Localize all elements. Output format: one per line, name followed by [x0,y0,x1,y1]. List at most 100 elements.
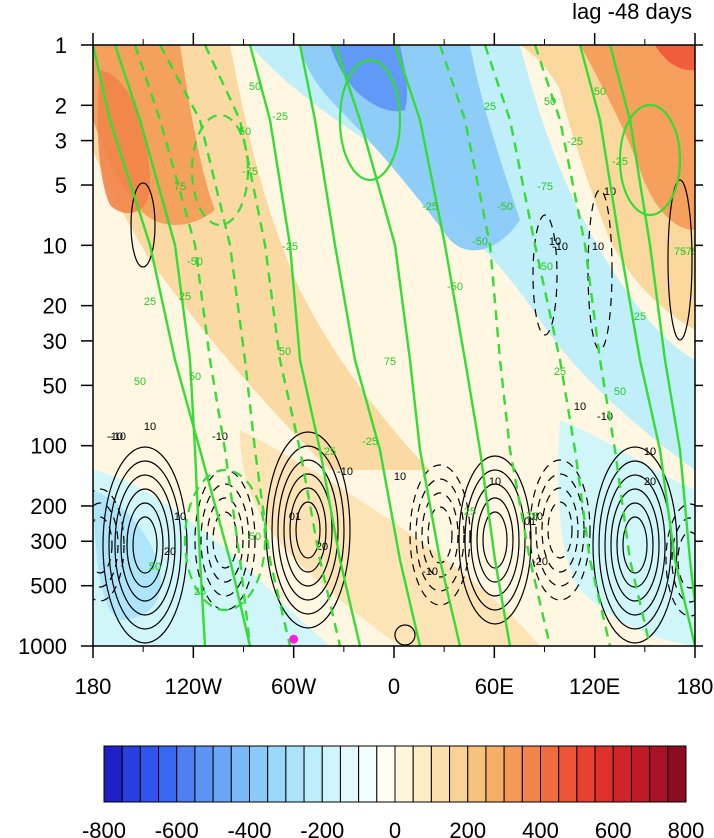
green-contour-label: -75 [682,246,698,258]
black-contour-ring [665,503,695,617]
green-contour-line [393,45,512,646]
black-contour-label: 20 [644,476,656,488]
shade-band-warm-east-core [580,45,695,230]
black-contour-ring [130,182,156,268]
x-tick-label: 120E [569,674,620,699]
colorbar-box [121,745,141,803]
colorbar-box [267,745,287,803]
green-contour-label: 75 [384,356,396,368]
shade-band-cool-center-core [300,45,520,251]
y-tick-label: 300 [30,529,67,554]
black-contour-ring [120,488,170,602]
green-contour-line [483,45,612,646]
green-contour-line [113,45,207,646]
black-contour-ring [592,446,678,644]
green-contour-label: -75 [522,511,538,523]
green-contour-line [578,45,695,646]
black-contour-ring [271,445,345,615]
black-contour-ring [604,474,666,616]
green-contour-label: -50 [447,281,463,293]
shade-band-warm-west-peak [97,70,150,214]
green-contour-label: 25 [179,291,191,303]
colorbar-box [376,745,396,803]
y-tick-label: 1 [55,33,67,58]
black-contour-ring [295,501,321,559]
y-tick-label: 50 [43,373,67,398]
colorbar-box [230,745,250,803]
green-contour-label: 50 [134,376,146,388]
black-contour-label: 10 [644,446,656,458]
black-contour-ring [677,531,695,589]
green-contour-label: -25 [272,111,288,123]
green-contour-label: 50 [239,126,251,138]
colorbar-box [649,745,669,803]
colorbar-box [303,745,323,803]
colorbar-box [103,745,123,803]
green-contour-line [93,45,252,646]
colorbar-box [667,745,687,803]
green-contour-line [158,45,292,646]
black-contour-label: 20 [316,541,328,553]
colorbar-box [285,745,305,803]
black-contour-ring [206,497,244,583]
green-contour-label: 50 [614,386,626,398]
colorbar-box [358,745,378,803]
green-contour-label: 25 [484,101,496,113]
colorbar-box [521,745,541,803]
black-contour-ring [102,446,188,644]
colorbar-tick-label: 200 [449,818,486,838]
chart-title: lag -48 days [572,0,692,24]
black-contour-ring [482,511,508,569]
green-contour-label: 50 [189,371,201,383]
green-contour-label: 50 [279,346,291,358]
green-contour-label: 50 [249,531,261,543]
colorbar-box [558,745,578,803]
black-contour-ring [667,179,693,341]
colorbar-box [249,745,269,803]
colorbar-box [594,745,614,803]
green-contour-line [248,45,362,646]
black-contour-label: 10 [174,511,186,523]
y-tick-label: 30 [43,329,67,354]
shaded-field [93,45,695,646]
black-contour-ring [470,483,520,597]
green-contour-loop [183,468,267,612]
black-contour-label: 10 [394,471,406,483]
colorbar-tick-label: -400 [227,818,271,838]
black-contour-ring [541,487,579,573]
colorbar-box [485,745,505,803]
green-contour-label: 25 [464,506,476,518]
black-contour-ring [126,502,164,588]
y-axis: 1 2 3 5 10 20 30 50 100 200 300 500 1000 [18,33,703,659]
colorbar-box [449,745,469,803]
x-tick-label: 180 [677,674,714,699]
black-contour-ring [671,517,695,603]
colorbar-box [158,745,178,803]
black-contour-ring [616,502,654,588]
black-contour-ring [212,511,238,569]
green-contour-line [333,45,462,646]
black-contour-label: -20 [532,556,548,568]
x-tick-label: 60E [475,674,514,699]
black-contour-label: 10 [592,241,604,253]
black-contour-ring [535,473,585,587]
black-contour-ring [93,502,119,588]
black-contour-label: -10 [552,241,568,253]
green-contour-line [203,45,342,646]
black-contour-label: 01 [289,511,301,523]
colorbar-tick-label: 800 [668,818,705,838]
black-contour-ring [529,459,591,601]
shade-band-cool-center [250,45,695,470]
black-contour-label: -10 [422,566,438,578]
colorbar-box [176,745,196,803]
green-contour-label: -25 [612,156,628,168]
green-contour-label: -25 [282,241,298,253]
colorbar-tick-label: -200 [300,818,344,838]
colorbar: -800 -600 -400 -200 0 200 400 600 800 [82,745,705,838]
black-contour-ring [622,516,648,574]
black-contour-label: 10 [549,236,561,248]
black-contour-ring [93,488,125,602]
green-contour-loop [190,113,250,227]
